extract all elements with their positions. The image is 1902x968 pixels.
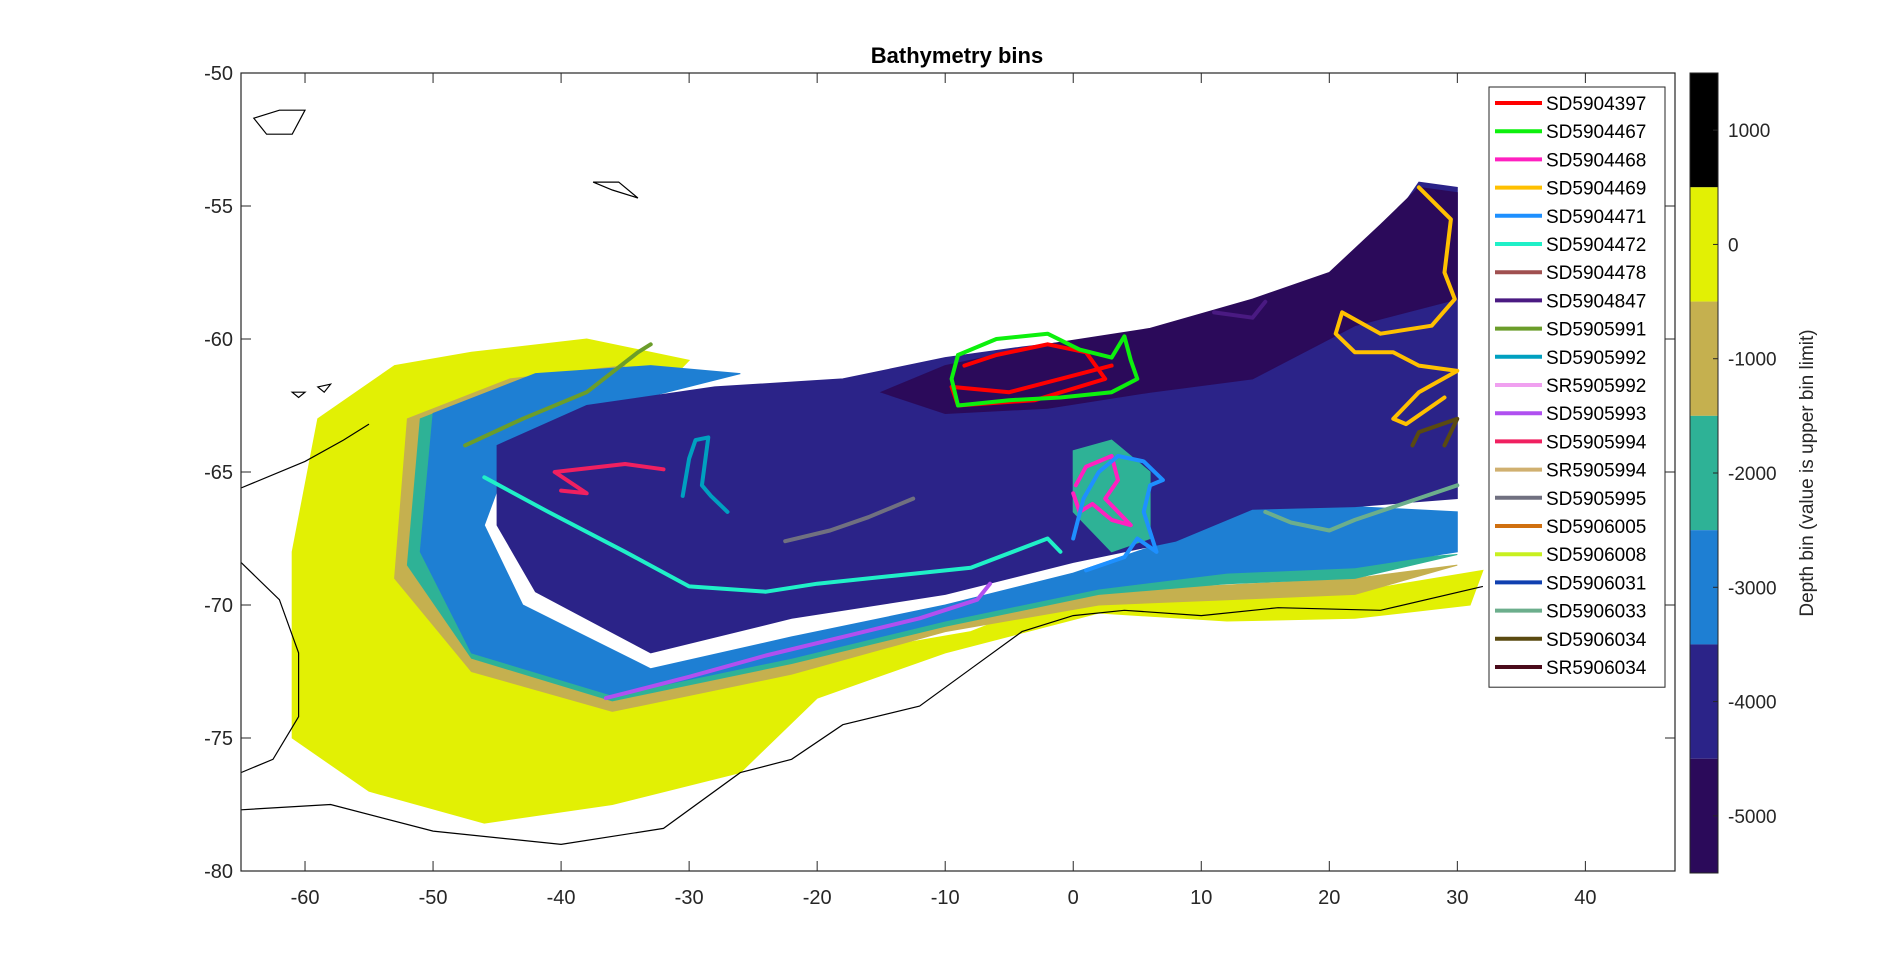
- y-tick-label: -55: [204, 196, 233, 218]
- colorbar-tick-label: -3000: [1728, 578, 1777, 599]
- axes: -60 -50 -40 -30 -20 -10 0 10 20 30 40 -50 -55 -60 -65 -…: [204, 63, 1676, 909]
- y-tick-label: -80: [204, 861, 233, 883]
- legend-entry-label: SD5904469: [1546, 179, 1646, 200]
- track-SD5906034: [1410, 416, 1460, 448]
- y-tick-label: -65: [204, 462, 233, 484]
- track-SD5904467: [949, 331, 1140, 408]
- legend-entry-label: SD5904471: [1546, 207, 1646, 228]
- float-tracks: [463, 185, 1460, 701]
- legend-entry-label: SD5904478: [1546, 263, 1646, 284]
- coastline-layer: [241, 109, 1484, 846]
- colorbar-label: Depth bin (value is upper bin limit): [1797, 329, 1818, 616]
- legend-entry-label: SD5905993: [1546, 404, 1646, 425]
- y-tick-label: -50: [204, 63, 233, 85]
- island-outline-1: [592, 181, 639, 199]
- depth-region-4: [496, 181, 1458, 654]
- track-SD5904468: [1071, 454, 1133, 528]
- legend-entry-label: SD5905994: [1546, 432, 1647, 453]
- depth-region-5: [879, 186, 1458, 415]
- legend-entry-label: SD5906034: [1546, 630, 1647, 651]
- coastline-segment-0: [241, 561, 300, 774]
- coastline-segment-1: [241, 585, 1484, 846]
- x-tick-label: 40: [1574, 887, 1596, 909]
- legend-entry-label: SD5904847: [1546, 291, 1646, 312]
- colorbar-tick-label: -4000: [1728, 693, 1777, 714]
- track-SD5905991: [463, 342, 653, 448]
- track-SD5904469: [1333, 185, 1460, 427]
- y-tick-label: -75: [204, 728, 233, 750]
- legend: SD5904397 SD5904467 SD5904468 SD5904469 SD59…: [1488, 86, 1666, 688]
- colorbar-tick-label: 1000: [1728, 121, 1770, 142]
- legend-entry-label: SR5905992: [1546, 376, 1646, 397]
- legend-entry-label: SD5904468: [1546, 150, 1646, 171]
- colorbar-tick-label: -1000: [1728, 350, 1777, 371]
- x-tick-label: -50: [419, 887, 448, 909]
- legend-entry-label: SD5904472: [1546, 235, 1646, 256]
- coastline-segment-2: [241, 423, 370, 489]
- track-SD5905995: [783, 496, 916, 544]
- legend-entry-label: SD5906031: [1546, 573, 1646, 594]
- track-SD5906033: [1263, 483, 1460, 533]
- legend-entry-label: SD5906005: [1546, 517, 1646, 538]
- track-SD5904847: [1212, 299, 1268, 320]
- track-SD5904472: [482, 475, 1063, 594]
- island-outline-0: [252, 109, 306, 135]
- legend-entry-label: SR5906034: [1546, 658, 1647, 679]
- x-tick-label: 0: [1068, 887, 1079, 909]
- colorbar-tick-label: -5000: [1728, 807, 1777, 828]
- chart-title: Bathymetry bins: [871, 43, 1043, 68]
- track-SD5904471: [1071, 454, 1165, 573]
- x-tick-label: -10: [931, 887, 960, 909]
- x-tick-label: -30: [675, 887, 704, 909]
- track-SD5905994: [552, 462, 666, 496]
- track-SD5905993: [603, 581, 992, 701]
- x-tick-label: 30: [1446, 887, 1468, 909]
- x-tick-label: -40: [547, 887, 576, 909]
- legend-entry-label: SD5905995: [1546, 489, 1646, 510]
- colorbar-tick-label: -2000: [1728, 464, 1777, 485]
- depth-regions: [291, 181, 1484, 824]
- legend-entry-label: SD5904397: [1546, 94, 1646, 115]
- island-outline-3: [316, 383, 333, 394]
- legend-entry-label: SD5905991: [1546, 320, 1646, 341]
- colorbar: 1000 0 -1000 -2000 -3000 -4000 -5000 Depth bin …: [1689, 72, 1818, 874]
- legend-entry-label: SD5905992: [1546, 348, 1646, 369]
- track-SD5905992: [680, 435, 730, 514]
- x-tick-label: -60: [291, 887, 320, 909]
- colorbar-tick-label: 0: [1728, 235, 1739, 256]
- legend-entry-label: SR5905994: [1546, 461, 1647, 482]
- island-outline-2: [290, 391, 307, 399]
- x-tick-label: -20: [803, 887, 832, 909]
- x-tick-label: 10: [1190, 887, 1212, 909]
- y-tick-label: -70: [204, 595, 233, 617]
- x-tick-label: 20: [1318, 887, 1340, 909]
- legend-entry-label: SD5906033: [1546, 602, 1646, 623]
- y-tick-label: -60: [204, 329, 233, 351]
- legend-entry-label: SD5906008: [1546, 545, 1646, 566]
- legend-entry-label: SD5904467: [1546, 122, 1646, 143]
